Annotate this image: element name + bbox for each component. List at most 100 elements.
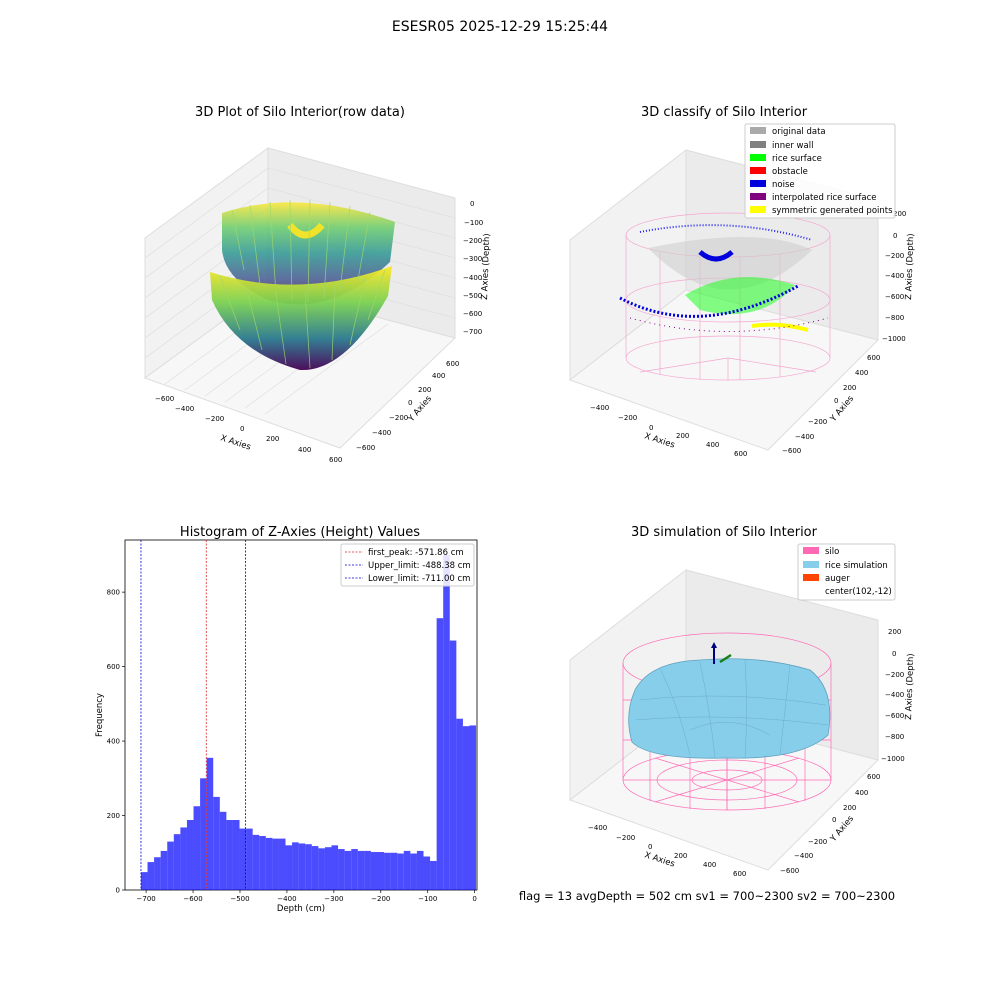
simulation-legend: silo rice simulation auger center(102,-1… — [797, 543, 896, 601]
sim-z-tick: −400 — [885, 691, 904, 699]
classify-z-tick: 200 — [893, 210, 906, 218]
sim-y-tick: 400 — [855, 789, 868, 797]
classify-3d-z-ticks: 200 0 −200 −400 −600 −800 −1000 — [882, 210, 906, 343]
histogram-x-ticks: −700 −600 −500 −400 −300 −200 −100 0 — [137, 890, 477, 903]
classify-3d-noise-top — [639, 224, 813, 241]
sim-z-tick: −600 — [885, 712, 904, 720]
histogram-bar — [390, 852, 398, 890]
panel-classify-3d: 3D classify of Silo Interior −400 −200 0… — [568, 105, 916, 458]
histogram-bar — [206, 757, 214, 890]
classify-x-tick: 0 — [649, 424, 653, 432]
histogram-bar — [167, 841, 174, 890]
histogram-bar — [180, 827, 187, 890]
sim-z-tick: −1000 — [881, 755, 905, 763]
histogram-bar — [292, 842, 299, 890]
raw-y-tick: 400 — [432, 372, 445, 380]
legend-swatch-rice-surface — [750, 154, 766, 161]
histogram-bar — [232, 820, 240, 890]
legend-swatch-silo — [803, 547, 819, 554]
classify-3d-ylabel: Y Axies — [828, 394, 856, 425]
classify-z-tick: −800 — [885, 314, 904, 322]
classify-y-tick: −400 — [795, 433, 814, 441]
raw-y-tick: −400 — [372, 429, 391, 437]
histogram-xlabel: Depth (cm) — [277, 904, 325, 914]
legend-label-original: original data — [772, 127, 826, 137]
histogram-bar — [246, 828, 253, 890]
classify-3d-silo-wire — [625, 212, 831, 381]
raw-3d-y-ticks: −600 −400 −200 0 200 400 600 — [356, 360, 459, 452]
classify-y-tick: −200 — [808, 418, 827, 426]
histogram-bar — [298, 843, 306, 890]
raw-z-tick: −100 — [464, 219, 483, 227]
histogram-legend-frame — [340, 543, 475, 587]
histogram-legend: first_peak: -571.86 cm Upper_limit: -488… — [340, 543, 475, 587]
panel-histogram: Histogram of Z-Axies (Height) Values −70… — [95, 525, 478, 914]
histogram-bar — [410, 853, 417, 890]
histogram-bar — [331, 845, 339, 890]
histogram-title: Histogram of Z-Axies (Height) Values — [180, 525, 420, 540]
legend-label-silo: silo — [825, 547, 839, 557]
classify-x-tick: 600 — [734, 450, 747, 458]
classify-3d-inner-wall — [648, 236, 812, 290]
legend-swatch-obstacle — [750, 167, 766, 174]
histogram-bar — [213, 796, 220, 890]
classify-y-tick: 600 — [867, 354, 880, 362]
legend-label-obstacle: obstacle — [772, 167, 808, 177]
histogram-y-tick-label: 0 — [116, 887, 120, 895]
classify-3d-symmetric-points — [751, 322, 809, 332]
raw-3d-x-ticks: −600 −400 −200 0 200 400 600 — [155, 395, 342, 464]
classify-z-tick: −1000 — [882, 335, 906, 343]
legend-swatch-auger — [803, 574, 819, 581]
histogram-y-ticks: 0 200 400 600 800 — [107, 589, 125, 895]
histogram-bar — [252, 834, 260, 890]
histogram-bar — [351, 849, 358, 890]
histogram-bars — [140, 554, 477, 890]
histogram-bar — [259, 836, 266, 890]
histogram-bar — [140, 872, 148, 890]
classify-3d-noise-bottom — [619, 284, 799, 318]
histogram-bar — [449, 640, 457, 890]
sim-z-tick: −200 — [885, 671, 904, 679]
classify-x-tick: −400 — [590, 404, 609, 412]
histogram-bar — [173, 834, 181, 890]
classify-x-tick: 400 — [706, 441, 719, 449]
histogram-bar — [265, 837, 273, 890]
histogram-bar — [147, 862, 155, 890]
histogram-bar — [311, 846, 319, 890]
sim-x-tick: 200 — [674, 852, 687, 860]
sim-y-tick: −200 — [808, 838, 827, 846]
classify-3d-rice-surface — [685, 277, 795, 315]
classify-3d-interpolated-surface — [629, 317, 829, 332]
legend-label-center: center(102,-12) — [825, 587, 892, 597]
raw-y-tick: −600 — [356, 444, 375, 452]
raw-z-tick: −200 — [463, 237, 482, 245]
histogram-bar — [370, 852, 378, 890]
sim-y-tick: −600 — [780, 867, 799, 875]
classify-z-tick: −400 — [885, 272, 904, 280]
histogram-bar — [377, 852, 385, 890]
histogram-bar — [443, 554, 450, 890]
histogram-bar — [344, 850, 352, 890]
classify-x-tick: 200 — [676, 432, 689, 440]
raw-y-tick: 200 — [418, 386, 431, 394]
raw-x-tick: 600 — [329, 456, 342, 464]
legend-swatch-interpolated — [750, 193, 766, 200]
classify-3d-title: 3D classify of Silo Interior — [641, 105, 808, 120]
sim-3d-rice-surface — [628, 658, 831, 759]
raw-z-tick: −400 — [463, 274, 482, 282]
sim-3d-z-ticks: 200 0 −200 −400 −600 −800 −1000 — [881, 628, 905, 763]
histogram-bar — [324, 847, 332, 890]
classify-z-tick: −200 — [885, 252, 904, 260]
legend-label-rice-simulation: rice simulation — [825, 561, 888, 571]
panel-simulation-3d: 3D simulation of Silo Interior — [568, 525, 916, 878]
raw-z-tick: −500 — [463, 292, 482, 300]
sim-3d-x-ticks: −400 −200 0 200 400 600 — [588, 824, 746, 878]
legend-label-noise: noise — [772, 180, 795, 190]
legend-label-lower-limit: Lower_limit: -711.00 cm — [368, 574, 470, 584]
sim-z-tick: −800 — [885, 733, 904, 741]
legend-swatch-inner-wall — [750, 141, 766, 148]
histogram-x-tick-label: −700 — [137, 895, 156, 903]
legend-swatch-rice-simulation — [803, 561, 819, 568]
raw-z-tick: −700 — [463, 328, 482, 336]
